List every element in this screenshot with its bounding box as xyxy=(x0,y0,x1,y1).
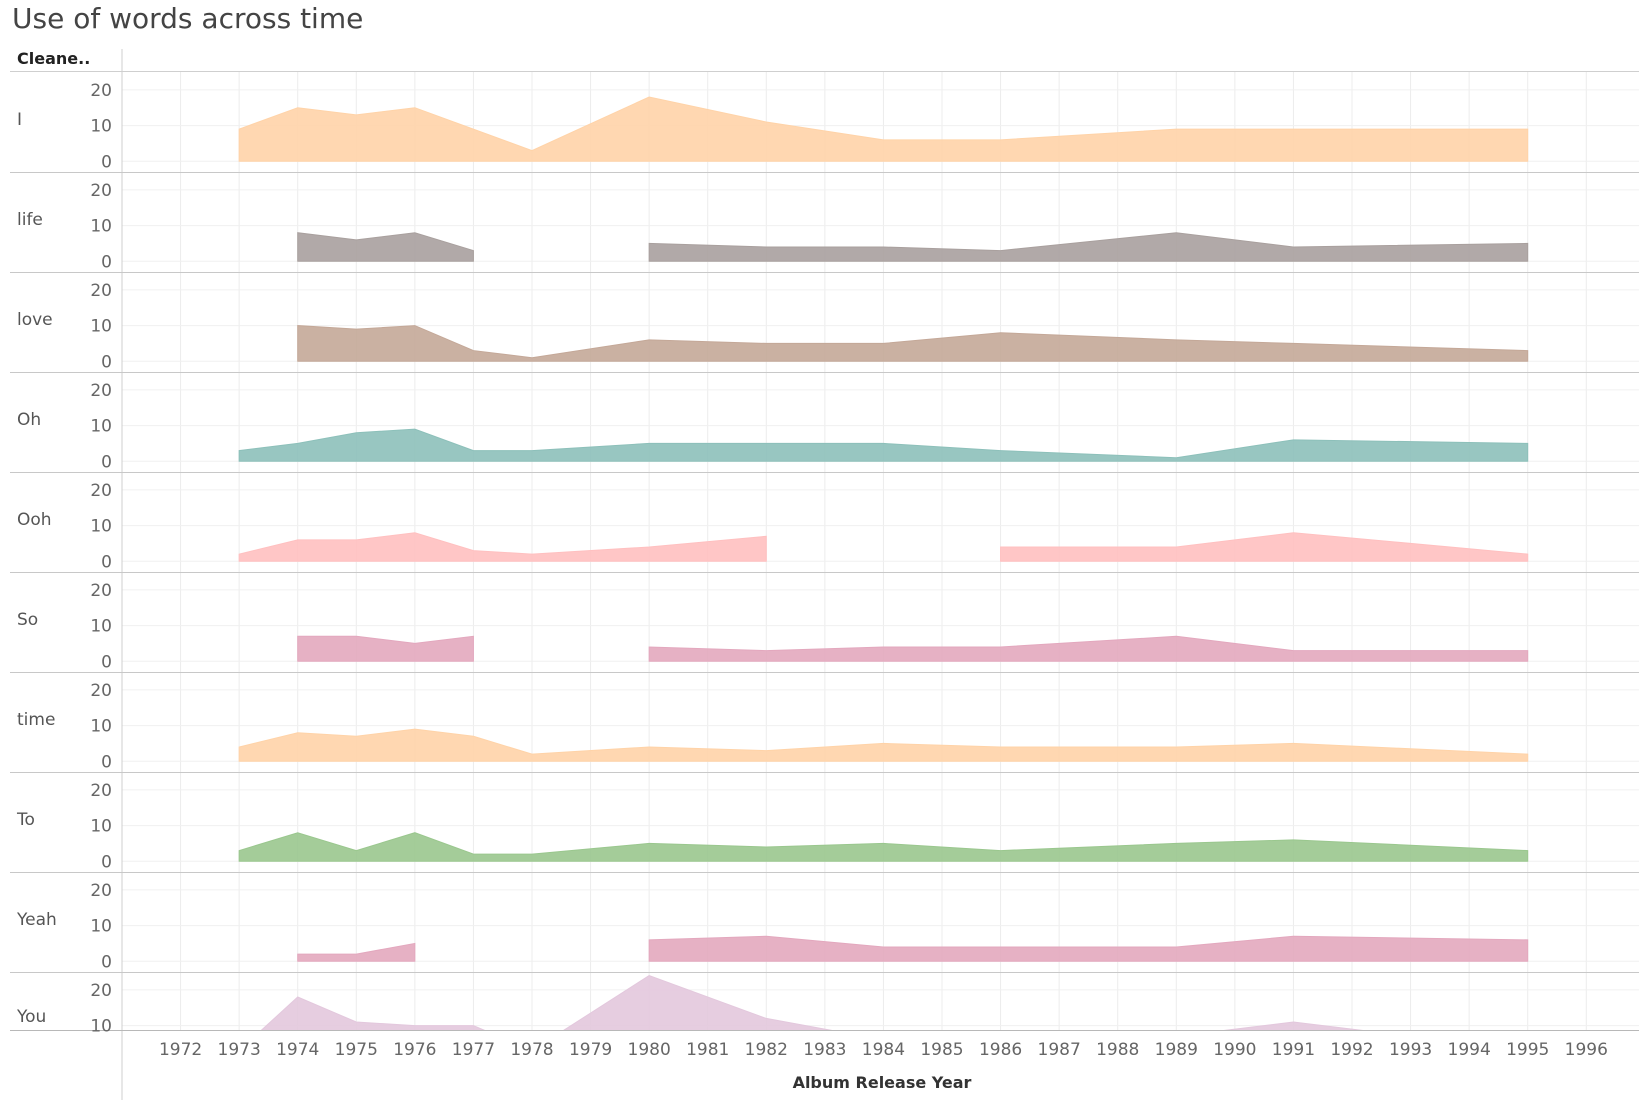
x-tick-label: 1994 xyxy=(1448,1040,1491,1060)
area-series-ooh xyxy=(1000,532,1529,562)
x-tick-label: 1980 xyxy=(628,1040,671,1060)
x-tick-label: 1978 xyxy=(510,1040,553,1060)
row-label-love: love xyxy=(17,310,53,330)
area-series-love xyxy=(297,325,1529,362)
x-tick-label: 1973 xyxy=(218,1040,261,1060)
x-tick-label: 1995 xyxy=(1506,1040,1549,1060)
area-series-time xyxy=(238,728,1529,762)
x-tick-label: 1993 xyxy=(1389,1040,1432,1060)
area-series-yeah xyxy=(297,942,416,962)
x-tick-label: 1976 xyxy=(393,1040,436,1060)
area-series-you xyxy=(260,975,1364,1030)
y-tick-label: 20 xyxy=(90,381,112,401)
y-tick-label: 10 xyxy=(90,417,112,437)
y-tick-label: 0 xyxy=(101,452,112,472)
y-tick-label: 20 xyxy=(90,781,112,801)
x-tick-label: 1986 xyxy=(979,1040,1022,1060)
y-tick-label: 10 xyxy=(90,917,112,937)
x-tick-label: 1989 xyxy=(1155,1040,1198,1060)
chart-title: Use of words across time xyxy=(12,2,364,35)
row-label-life: life xyxy=(17,210,43,230)
x-tick-label: 1990 xyxy=(1213,1040,1256,1060)
y-tick-label: 0 xyxy=(101,152,112,172)
y-tick-label: 20 xyxy=(90,81,112,101)
row-label-so: So xyxy=(17,610,38,630)
row-label-ooh: Ooh xyxy=(17,510,52,530)
y-tick-label: 0 xyxy=(101,752,112,772)
y-tick-label: 0 xyxy=(101,552,112,572)
y-tick-label: 0 xyxy=(101,652,112,672)
y-tick-label: 10 xyxy=(90,117,112,137)
area-series-life xyxy=(648,232,1529,262)
x-tick-label: 1984 xyxy=(862,1040,905,1060)
x-tick-label: 1982 xyxy=(745,1040,788,1060)
x-tick-label: 1991 xyxy=(1272,1040,1315,1060)
y-tick-label: 0 xyxy=(101,952,112,972)
x-tick-label: 1992 xyxy=(1330,1040,1373,1060)
row-header: Cleane.. xyxy=(17,49,91,68)
y-tick-label: 0 xyxy=(101,852,112,872)
row-label-yeah: Yeah xyxy=(16,910,57,930)
area-series-so xyxy=(648,635,1529,662)
area-series-yeah xyxy=(648,935,1529,962)
x-tick-label: 1985 xyxy=(920,1040,963,1060)
y-tick-label: 10 xyxy=(90,617,112,637)
y-tick-label: 20 xyxy=(90,581,112,601)
y-tick-label: 10 xyxy=(90,717,112,737)
y-tick-label: 20 xyxy=(90,981,112,1001)
row-label-oh: Oh xyxy=(17,410,41,430)
area-series-i xyxy=(238,96,1529,162)
area-series-ooh xyxy=(238,532,767,562)
y-tick-label: 0 xyxy=(101,252,112,272)
y-tick-label: 20 xyxy=(90,681,112,701)
x-tick-label: 1977 xyxy=(452,1040,495,1060)
y-tick-label: 10 xyxy=(90,1017,112,1037)
x-tick-label: 1972 xyxy=(159,1040,202,1060)
x-tick-label: 1975 xyxy=(335,1040,378,1060)
area-series-oh xyxy=(238,428,1529,462)
x-tick-label: 1979 xyxy=(569,1040,612,1060)
y-tick-label: 10 xyxy=(90,317,112,337)
y-tick-label: 0 xyxy=(101,352,112,372)
y-tick-label: 20 xyxy=(90,281,112,301)
area-series-to xyxy=(238,832,1529,862)
divider-layer xyxy=(10,49,1639,1100)
y-tick-label: 20 xyxy=(90,881,112,901)
x-axis-title: Album Release Year xyxy=(793,1073,972,1092)
row-label-time: time xyxy=(17,710,55,730)
y-tick-label: 10 xyxy=(90,517,112,537)
x-tick-label: 1981 xyxy=(686,1040,729,1060)
x-tick-label: 1974 xyxy=(276,1040,319,1060)
area-series-life xyxy=(297,232,474,262)
label-layer: 0 10 20 I 0 10 20 life 0 10 20 love 0 10 20 Oh 0 10 20 Ooh 0… xyxy=(16,81,1608,1060)
row-label-i: I xyxy=(17,110,22,130)
x-tick-label: 1988 xyxy=(1096,1040,1139,1060)
y-tick-label: 10 xyxy=(90,817,112,837)
y-tick-label: 20 xyxy=(90,181,112,201)
area-layer xyxy=(238,96,1529,1030)
x-tick-label: 1996 xyxy=(1565,1040,1608,1060)
y-tick-label: 20 xyxy=(90,481,112,501)
row-label-to: To xyxy=(16,810,35,830)
x-tick-label: 1987 xyxy=(1038,1040,1081,1060)
y-tick-label: 10 xyxy=(90,217,112,237)
row-label-you: You xyxy=(16,1007,46,1027)
area-series-so xyxy=(297,635,474,662)
x-tick-label: 1983 xyxy=(803,1040,846,1060)
